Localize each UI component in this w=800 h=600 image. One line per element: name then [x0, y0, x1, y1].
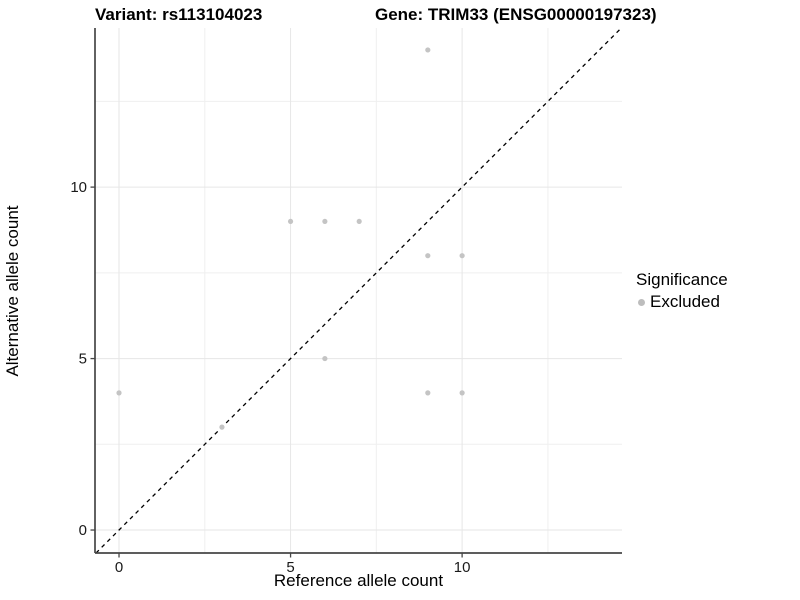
x-axis-title: Reference allele count	[273, 571, 444, 590]
legend-title: Significance	[636, 270, 728, 289]
x-tick-label: 5	[286, 559, 294, 576]
y-axis-title: Alternative allele count	[3, 205, 22, 377]
y-tick-label: 0	[79, 522, 87, 539]
variant-title: Variant: rs113104023	[95, 5, 263, 24]
y-tick-label: 5	[79, 351, 87, 368]
gene-title: Gene: TRIM33 (ENSG00000197323)	[375, 5, 657, 24]
data-point	[116, 390, 122, 396]
data-point	[425, 253, 431, 259]
data-point	[356, 218, 362, 225]
data-point	[425, 47, 431, 53]
y-tick-label: 10	[70, 179, 87, 196]
legend: Significance Excluded	[636, 270, 728, 312]
data-point	[425, 390, 431, 396]
data-point	[287, 218, 294, 225]
legend-item-label: Excluded	[650, 292, 720, 311]
identity-line	[95, 27, 622, 554]
x-tick-label: 10	[454, 559, 471, 576]
data-point	[322, 355, 328, 362]
data-point	[322, 218, 328, 225]
data-point	[219, 424, 225, 430]
legend-item-excluded: Excluded	[638, 292, 728, 312]
excluded-point-icon	[638, 298, 645, 306]
data-point	[459, 390, 465, 396]
x-tick-label: 0	[115, 559, 123, 576]
data-point	[459, 253, 465, 259]
